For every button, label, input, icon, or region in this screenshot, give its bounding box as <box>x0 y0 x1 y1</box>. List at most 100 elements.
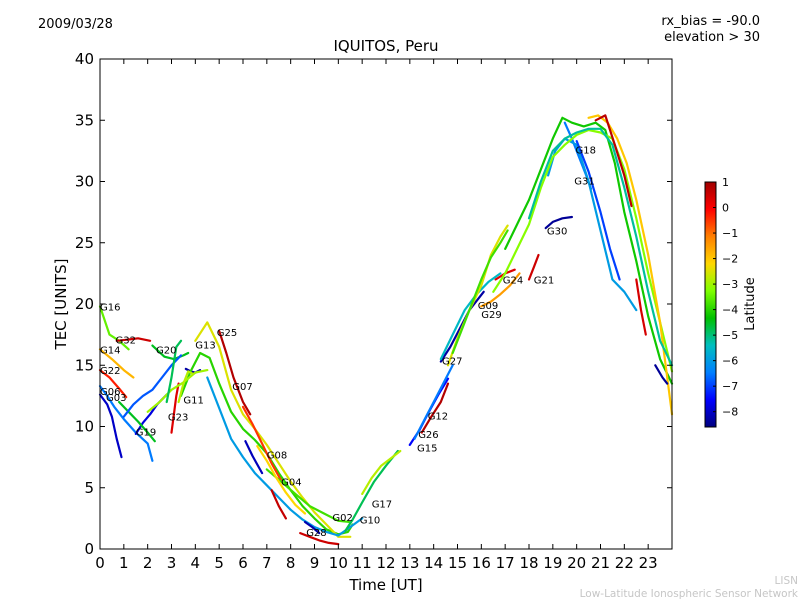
x-tick-label: 13 <box>400 554 419 572</box>
satellite-label-g28: G28 <box>306 528 326 539</box>
x-axis-ticks: 0 1 2 3 4 5 6 7 8 9 10 11 12 13 14 15 16 17 18 19 20 21 22 23 <box>95 59 658 572</box>
satellite-label-g16: G16 <box>100 302 120 313</box>
satellite-label-g17: G17 <box>372 500 392 511</box>
satellite-label-g21: G21 <box>534 276 554 287</box>
series-g06 <box>98 385 154 462</box>
colorbar-tick-label: 0 <box>722 202 729 215</box>
series-g17 <box>361 449 402 495</box>
satellite-label-g20: G20 <box>156 345 176 356</box>
satellite-label-g24: G24 <box>503 276 523 287</box>
satellite-label-g12: G12 <box>428 412 448 423</box>
colorbar-ticks: 1 0 −1 −2 −3 −4 −5 −6 −7 −8 <box>713 176 738 419</box>
series-g02 <box>265 468 352 524</box>
y-tick-label: 40 <box>75 50 94 68</box>
x-tick-label: 3 <box>167 554 177 572</box>
y-tick-label: 25 <box>75 234 94 252</box>
series-g-k <box>165 339 183 404</box>
y-tick-label: 15 <box>75 356 94 374</box>
colorbar-gradient <box>704 181 717 428</box>
series-g-n <box>256 445 307 515</box>
latitude-colorbar: 1 0 −1 −2 −3 −4 −5 −6 −7 −8 Latitude <box>704 176 758 428</box>
x-tick-label: 19 <box>543 554 562 572</box>
satellite-label-g32: G32 <box>116 336 136 347</box>
colorbar-tick-label: −7 <box>722 380 738 393</box>
y-axis-label: TEC [UNITS] <box>52 259 70 351</box>
x-tick-label: 0 <box>95 554 105 572</box>
satellite-label-g25: G25 <box>217 328 237 339</box>
series-g-g <box>654 364 669 385</box>
series-g18 <box>546 137 638 312</box>
series-g-p <box>270 489 287 520</box>
x-tick-label: 4 <box>191 554 201 572</box>
colorbar-tick-label: −6 <box>722 355 738 368</box>
series-g-c <box>587 114 674 416</box>
colorbar-label: Latitude <box>743 277 758 331</box>
satellite-label-g27: G27 <box>442 356 462 367</box>
x-axis-label: Time [UT] <box>348 576 422 594</box>
series-g-o <box>303 520 321 535</box>
x-tick-label: 14 <box>424 554 443 572</box>
series-g-b <box>492 128 674 373</box>
series-g25 <box>218 329 252 416</box>
x-tick-label: 7 <box>262 554 272 572</box>
y-tick-label: 10 <box>75 418 94 436</box>
series-g05 <box>451 229 509 355</box>
series-g10 <box>344 449 399 532</box>
series-g03 <box>98 393 123 459</box>
satellite-label-g13: G13 <box>195 340 215 351</box>
satellite-label-g03: G03 <box>106 393 126 404</box>
series-g-h <box>146 369 209 413</box>
colorbar-tick-label: −3 <box>722 278 738 291</box>
series-g18b <box>575 140 621 281</box>
series-g07 <box>194 321 352 538</box>
series-g28 <box>299 531 340 546</box>
y-tick-label: 0 <box>84 540 94 558</box>
series-g23 <box>170 382 180 434</box>
y-tick-label: 35 <box>75 111 94 129</box>
chart-title: IQUITOS, Peru <box>333 37 439 55</box>
credit: LISN Low-Latitude Ionospheric Sensor Net… <box>580 575 798 601</box>
series-g22 <box>98 369 128 399</box>
colorbar-tick-label: −8 <box>722 406 738 419</box>
y-axis-ticks: 0 5 10 15 20 25 30 35 40 <box>75 50 672 558</box>
bias-info: rx_bias = -90.0 elevation > 30 <box>661 14 760 46</box>
satellite-label-g10: G10 <box>360 516 380 527</box>
series-g14 <box>98 348 135 379</box>
satellite-label-g26: G26 <box>418 430 438 441</box>
satellite-label-g15: G15 <box>417 443 437 454</box>
x-tick-label: 18 <box>519 554 538 572</box>
satellite-label-g31: G31 <box>574 176 594 187</box>
x-tick-label: 10 <box>329 554 348 572</box>
series-g04 <box>206 376 364 537</box>
colorbar-tick-label: −4 <box>722 304 738 317</box>
series-g-l <box>177 370 194 404</box>
x-tick-label: 6 <box>238 554 248 572</box>
series-g16 <box>98 305 130 351</box>
x-tick-label: 20 <box>567 554 586 572</box>
series-g09 <box>439 272 502 361</box>
colorbar-tick-label: −1 <box>722 227 738 240</box>
x-tick-label: 2 <box>143 554 153 572</box>
satellite-label-g14: G14 <box>100 345 120 356</box>
x-tick-label: 23 <box>639 554 658 572</box>
colorbar-tick-label: 1 <box>722 176 729 189</box>
colorbar-tick-label: −5 <box>722 329 738 342</box>
y-tick-label: 5 <box>84 479 94 497</box>
satellite-label-g02: G02 <box>332 513 352 524</box>
x-tick-label: 5 <box>214 554 224 572</box>
x-tick-label: 8 <box>286 554 296 572</box>
series-layer <box>98 114 674 546</box>
satellite-label-g23: G23 <box>168 413 188 424</box>
series-g21 <box>527 253 540 281</box>
series-g-a <box>504 116 674 385</box>
x-tick-label: 22 <box>615 554 634 572</box>
series-g08 <box>241 405 283 482</box>
x-tick-label: 1 <box>119 554 129 572</box>
credit-short: LISN <box>774 575 798 587</box>
credit-long: Low-Latitude Ionospheric Sensor Network <box>579 588 798 600</box>
satellite-label-g11: G11 <box>183 396 203 407</box>
colorbar-tick-label: −2 <box>722 253 738 266</box>
series-g30 <box>544 215 574 230</box>
plot-frame <box>99 58 673 550</box>
